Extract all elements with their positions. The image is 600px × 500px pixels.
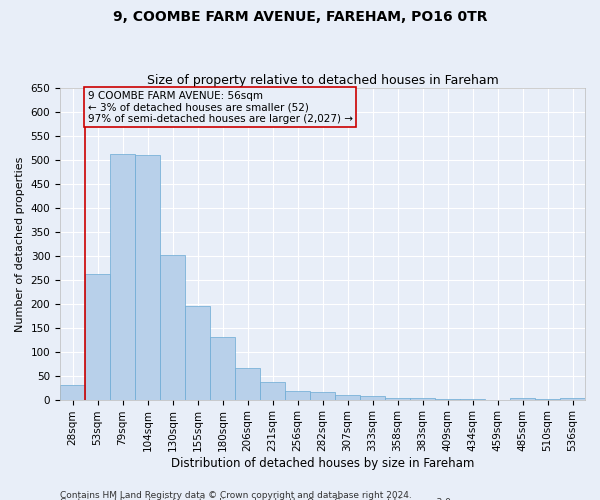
Y-axis label: Number of detached properties: Number of detached properties <box>15 156 25 332</box>
Bar <box>335 396 360 400</box>
Bar <box>185 306 210 400</box>
Bar <box>260 382 285 400</box>
Text: Contains public sector information licensed under the Open Government Licence v3: Contains public sector information licen… <box>60 498 454 500</box>
Bar <box>360 396 385 400</box>
Bar <box>60 385 85 400</box>
Title: Size of property relative to detached houses in Fareham: Size of property relative to detached ho… <box>146 74 499 87</box>
Text: Contains HM Land Registry data © Crown copyright and database right 2024.: Contains HM Land Registry data © Crown c… <box>60 490 412 500</box>
Bar <box>135 155 160 400</box>
Text: 9, COOMBE FARM AVENUE, FAREHAM, PO16 0TR: 9, COOMBE FARM AVENUE, FAREHAM, PO16 0TR <box>113 10 487 24</box>
Bar <box>160 255 185 400</box>
Bar <box>560 398 585 400</box>
Bar <box>110 154 135 400</box>
Bar <box>235 368 260 400</box>
Bar <box>310 392 335 400</box>
Bar <box>510 398 535 400</box>
Bar <box>210 338 235 400</box>
X-axis label: Distribution of detached houses by size in Fareham: Distribution of detached houses by size … <box>171 457 474 470</box>
Bar <box>410 398 435 400</box>
Bar <box>85 274 110 400</box>
Bar <box>385 398 410 400</box>
Text: 9 COOMBE FARM AVENUE: 56sqm
← 3% of detached houses are smaller (52)
97% of semi: 9 COOMBE FARM AVENUE: 56sqm ← 3% of deta… <box>88 90 353 124</box>
Bar <box>285 391 310 400</box>
